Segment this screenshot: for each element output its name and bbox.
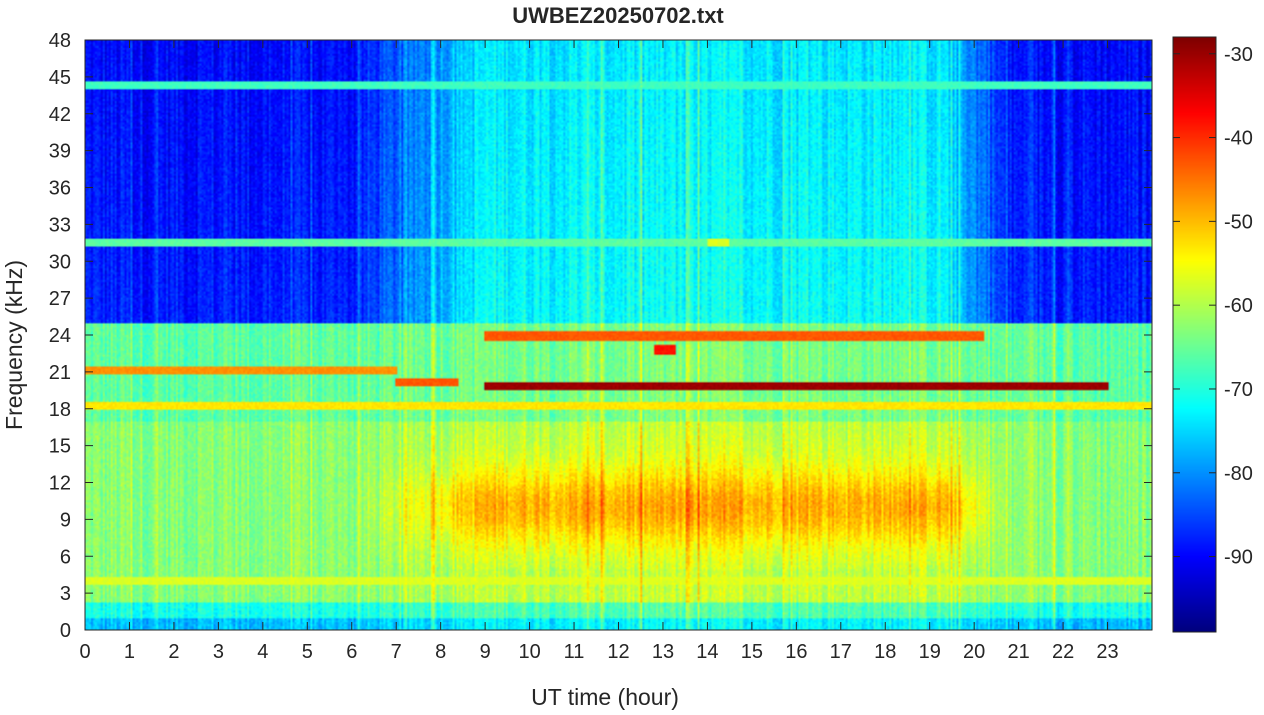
colorbar-tick-label: -30 (1224, 44, 1253, 66)
y-tick-label: 0 (60, 620, 71, 642)
colorbar-tick-label: -50 (1224, 211, 1253, 233)
x-axis-label: UT time (hour) (531, 684, 679, 710)
y-tick-label: 15 (49, 436, 71, 458)
x-tick-label: 0 (79, 641, 90, 663)
colorbar-tick-label: -80 (1224, 463, 1253, 485)
x-tick-label: 16 (785, 641, 807, 663)
y-tick-label: 24 (49, 325, 71, 347)
x-axis: 0 1 2 3 4 5 6 7 8 9 10 11 12 13 14 15 16 17 18 19 20 21 22 23 (79, 40, 1119, 663)
colorbar-tick-label: -70 (1224, 379, 1253, 401)
y-tick-label: 18 (49, 399, 71, 421)
colorbar-tick-label: -90 (1224, 547, 1253, 569)
x-tick-label: 15 (741, 641, 763, 663)
x-tick-label: 5 (302, 641, 313, 663)
colorbar-tick-label: -40 (1224, 128, 1253, 150)
x-tick-label: 21 (1008, 641, 1030, 663)
x-tick-label: 6 (346, 641, 357, 663)
x-tick-label: 4 (257, 641, 268, 663)
y-tick-label: 42 (49, 104, 71, 126)
y-tick-label: 45 (49, 67, 71, 89)
x-tick-label: 14 (696, 641, 718, 663)
x-tick-label: 2 (168, 641, 179, 663)
y-tick-label: 36 (49, 178, 71, 200)
x-tick-label: 17 (830, 641, 852, 663)
colorbar-frame (1172, 36, 1217, 633)
x-tick-label: 10 (518, 641, 540, 663)
y-tick-label: 30 (49, 251, 71, 273)
x-tick-label: 19 (919, 641, 941, 663)
x-tick-label: 12 (607, 641, 629, 663)
x-tick-label: 1 (124, 641, 135, 663)
x-tick-label: 13 (652, 641, 674, 663)
y-tick-label: 12 (49, 473, 71, 495)
x-tick-label: 23 (1096, 641, 1118, 663)
x-tick-label: 18 (874, 641, 896, 663)
y-tick-label: 21 (49, 362, 71, 384)
spectrogram-heatmap (85, 40, 1152, 630)
colorbar-gradient (1173, 37, 1216, 632)
y-tick-label: 39 (49, 141, 71, 163)
x-tick-label: 22 (1052, 641, 1074, 663)
plot-area (84, 39, 1153, 631)
y-axis-label: Frequency (kHz) (1, 260, 27, 430)
y-tick-label: 33 (49, 214, 71, 236)
x-tick-label: 11 (564, 641, 585, 663)
colorbar: -30 -40 -50 -60 -70 -80 -90 (1172, 36, 1253, 633)
x-tick-label: 20 (963, 641, 985, 663)
y-tick-label: 6 (60, 546, 71, 568)
colorbar-tick-label: -60 (1224, 295, 1253, 317)
x-tick-label: 3 (213, 641, 224, 663)
y-tick-label: 3 (60, 583, 71, 605)
x-tick-label: 9 (480, 641, 491, 663)
colorbar-ticks: -30 -40 -50 -60 -70 -80 -90 (1173, 44, 1253, 569)
chart-title: UWBEZ20250702.txt (512, 3, 724, 28)
x-tick-label: 8 (435, 641, 446, 663)
y-tick-label: 27 (49, 288, 71, 310)
x-tick-label: 7 (391, 641, 402, 663)
y-tick-label: 48 (49, 30, 71, 52)
y-tick-label: 9 (60, 509, 71, 531)
